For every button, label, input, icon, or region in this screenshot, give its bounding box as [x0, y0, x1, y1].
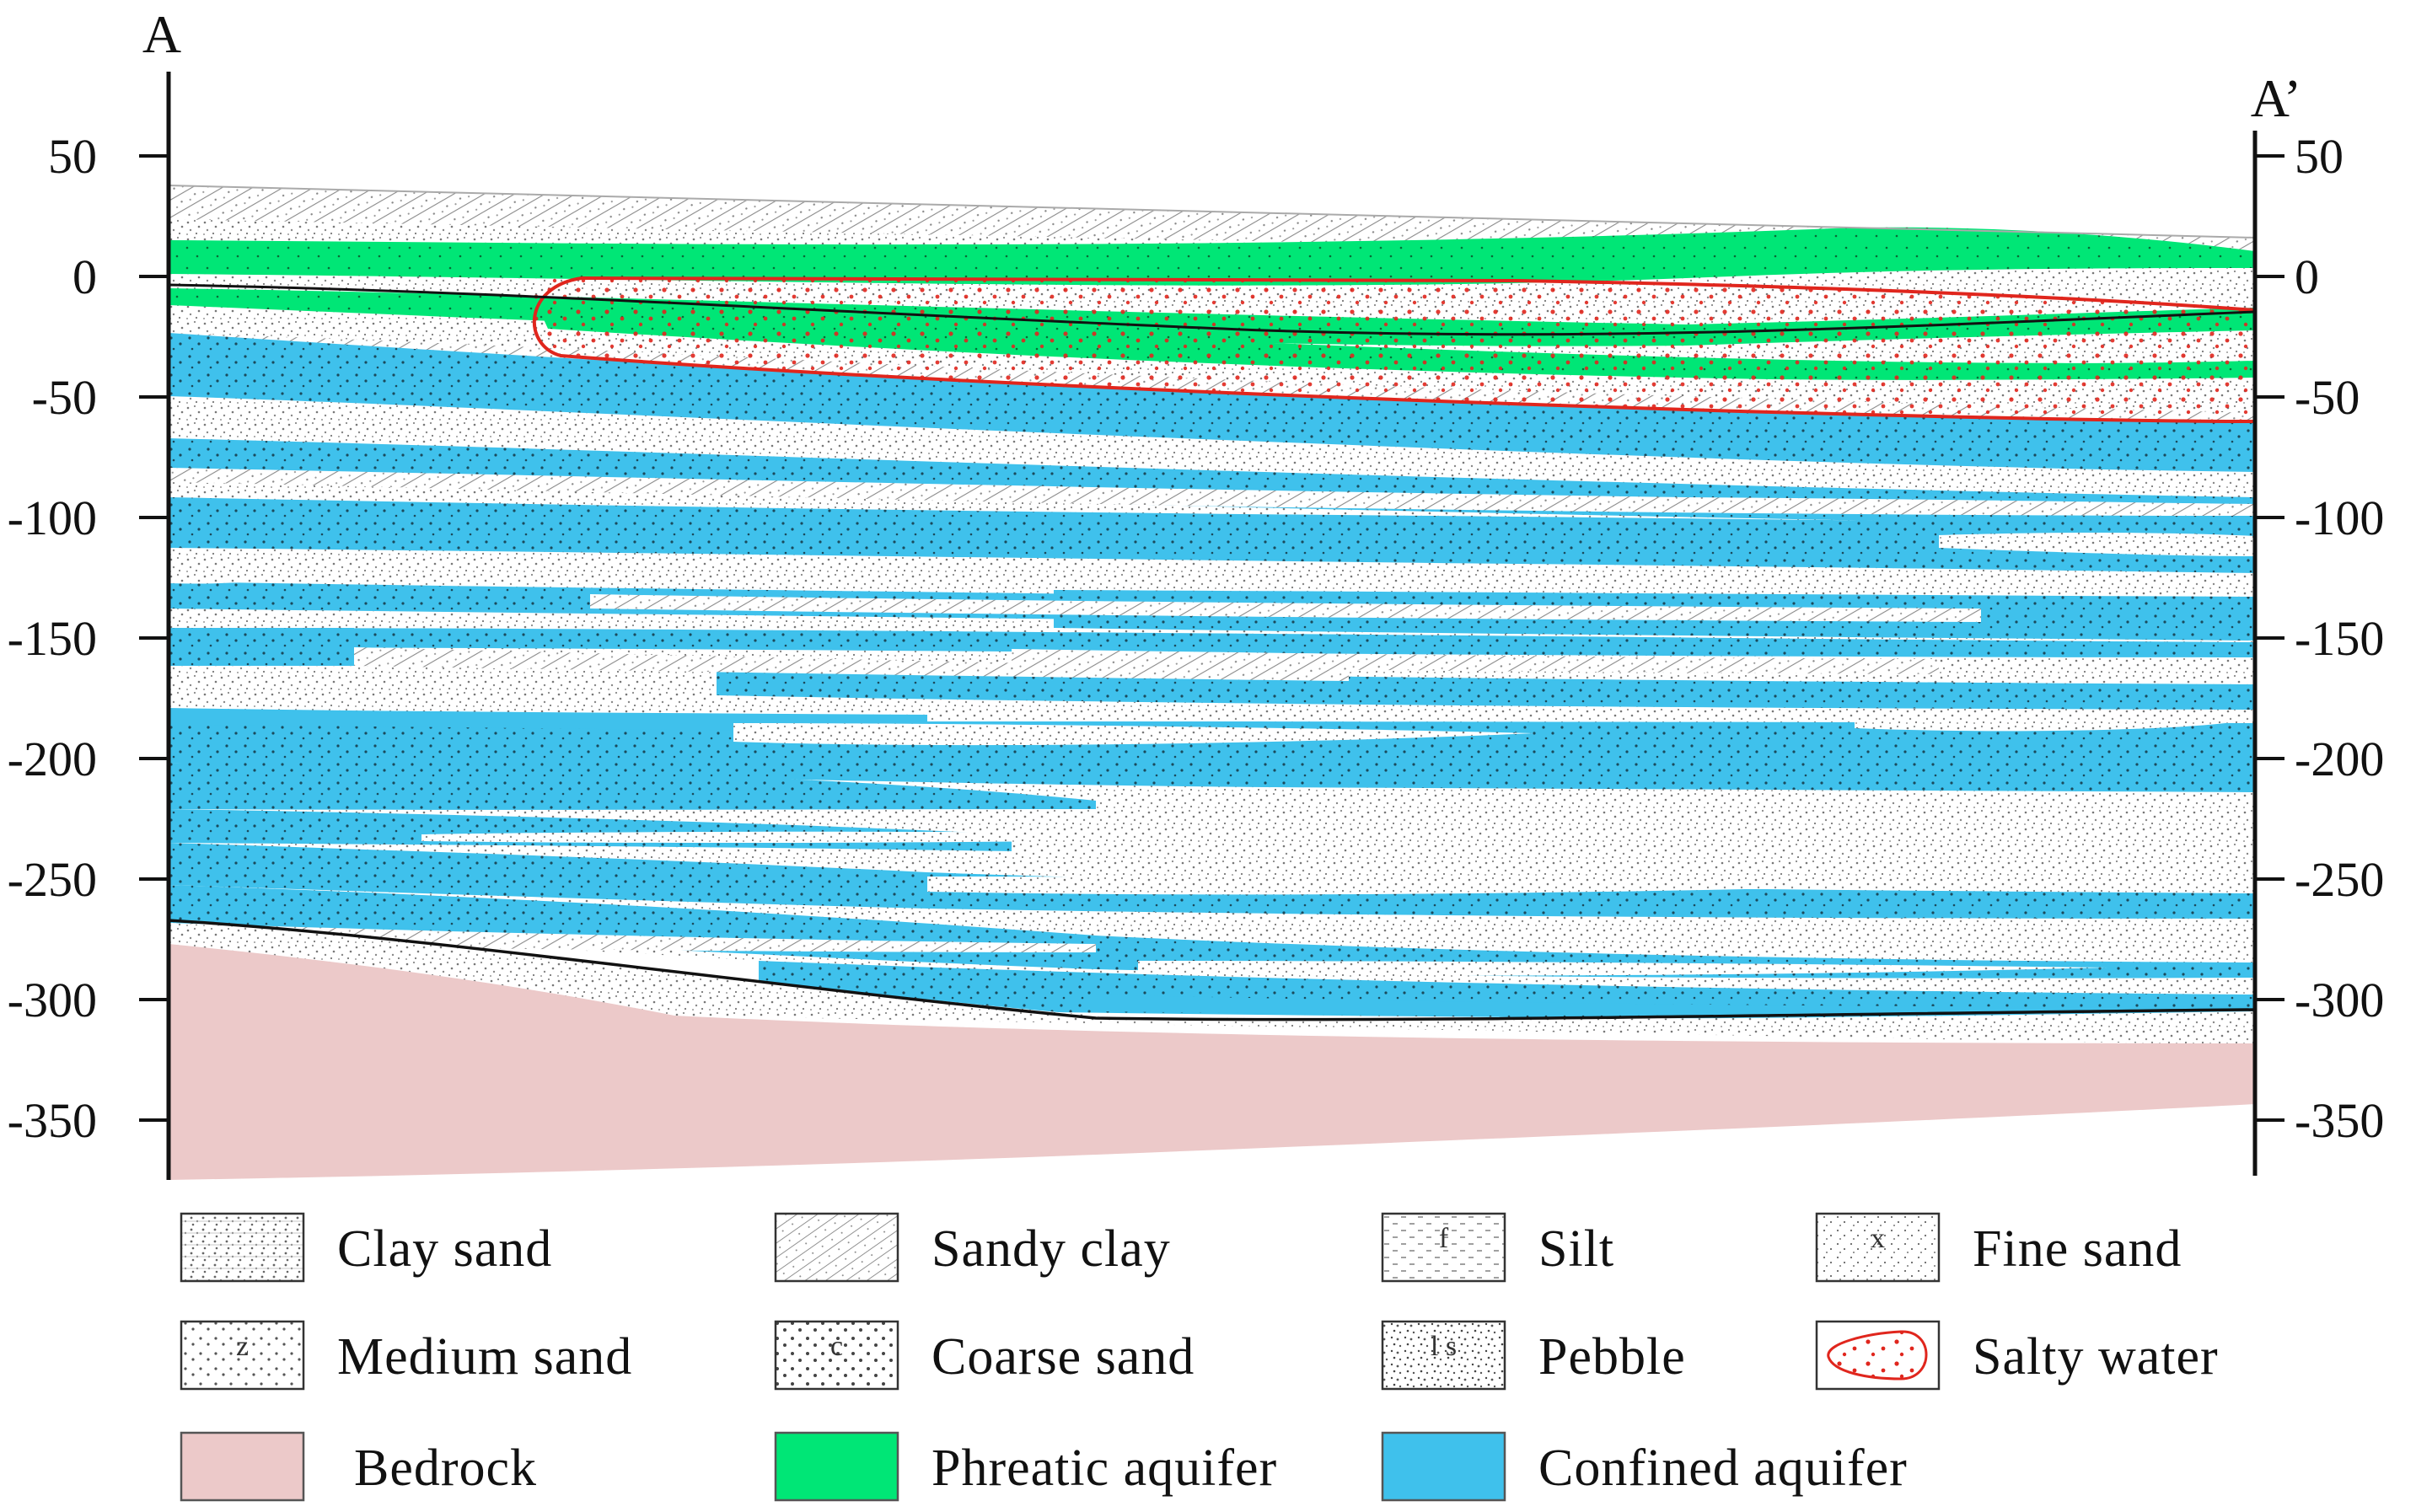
legend-item-pebble: l s Pebble	[1381, 1320, 1686, 1391]
legend-swatch-phreatic-aquifer	[774, 1431, 899, 1502]
legend-label-bedrock: Bedrock	[354, 1440, 537, 1497]
right-tick-label: -350	[2295, 1093, 2384, 1148]
legend-item-clay-sand: Clay sand	[180, 1212, 552, 1283]
legend-label-fine-sand: Fine sand	[1973, 1220, 2182, 1278]
right-tick-label: -150	[2295, 611, 2384, 666]
legend-swatch-confined-aquifer	[1381, 1431, 1506, 1502]
legend-swatch-code: f	[1439, 1223, 1449, 1254]
legend-item-silt: f Silt	[1381, 1212, 1614, 1283]
legend-swatch-code: x	[1871, 1223, 1885, 1254]
section-body	[169, 185, 2255, 1180]
legend-label-medium-sand: Medium sand	[337, 1328, 632, 1386]
left-axis-ticks: 50 0 -50 -100 -150 -200 -250 -300 -350	[8, 129, 169, 1148]
legend-item-phreatic-aquifer: Phreatic aquifer	[774, 1431, 1277, 1502]
legend-swatch-code: l s	[1431, 1331, 1457, 1362]
legend-label-pebble: Pebble	[1538, 1328, 1686, 1386]
legend: Clay sand Sandy clay f Silt x Fine sand z Mediu…	[180, 1212, 2219, 1502]
salty-water-icon	[1827, 1330, 1928, 1381]
legend-swatch-coarse-sand	[774, 1320, 899, 1391]
sand-lenses	[169, 533, 2255, 976]
legend-label-silt: Silt	[1538, 1220, 1614, 1278]
legend-label-salty-water: Salty water	[1973, 1328, 2219, 1386]
legend-swatch-bedrock	[180, 1431, 305, 1502]
legend-item-salty-water: Salty water	[1815, 1320, 2219, 1391]
left-tick-label: -200	[8, 732, 97, 786]
legend-item-confined-aquifer: Confined aquifer	[1381, 1431, 1908, 1502]
right-tick-label: -300	[2295, 973, 2384, 1027]
legend-swatch-pebble	[1381, 1320, 1506, 1391]
right-tick-label: -50	[2295, 370, 2360, 425]
legend-swatch-code: c	[830, 1331, 843, 1362]
right-tick-label: 0	[2295, 249, 2319, 304]
legend-swatch-medium-sand	[180, 1320, 305, 1391]
right-tick-label: -200	[2295, 732, 2384, 786]
salty-water-zone	[530, 276, 2255, 423]
legend-item-bedrock: Bedrock	[180, 1431, 537, 1502]
clay-lenses	[169, 468, 2255, 952]
right-tick-label: -250	[2295, 852, 2384, 907]
legend-item-medium-sand: z Medium sand	[180, 1320, 632, 1391]
section-end-label: A’	[2251, 68, 2301, 128]
legend-label-phreatic-aquifer: Phreatic aquifer	[932, 1440, 1277, 1497]
right-tick-label: -100	[2295, 491, 2384, 545]
legend-label-coarse-sand: Coarse sand	[932, 1328, 1195, 1386]
left-tick-label: -100	[8, 491, 97, 545]
bedrock-zone	[169, 944, 2255, 1180]
section-start-label: A	[142, 4, 181, 64]
right-axis-ticks: 50 0 -50 -100 -150 -200 -250 -300 -350	[2255, 129, 2384, 1148]
legend-swatch-clay-sand	[180, 1212, 305, 1283]
left-tick-label: -50	[32, 370, 97, 425]
legend-swatch-silt	[1381, 1212, 1506, 1283]
basement-boundary-line	[169, 919, 2255, 1021]
legend-label-clay-sand: Clay sand	[337, 1220, 552, 1278]
legend-swatch-sandy-clay	[774, 1212, 899, 1283]
left-tick-label: -250	[8, 852, 97, 907]
ground-surface	[168, 185, 2256, 239]
basal-sediment	[169, 923, 2255, 1045]
left-tick-label: -350	[8, 1093, 97, 1148]
legend-swatch-fine-sand	[1815, 1212, 1941, 1283]
left-tick-label: 0	[72, 249, 97, 304]
left-tick-label: -150	[8, 611, 97, 666]
right-tick-label: 50	[2295, 129, 2344, 184]
legend-item-sandy-clay: Sandy clay	[774, 1212, 1171, 1283]
legend-item-coarse-sand: c Coarse sand	[774, 1320, 1195, 1391]
legend-swatch-code: z	[236, 1331, 249, 1362]
legend-label-sandy-clay: Sandy clay	[932, 1220, 1171, 1278]
left-tick-label: 50	[48, 129, 97, 184]
legend-label-confined-aquifer: Confined aquifer	[1538, 1440, 1908, 1497]
phreatic-boundary-line	[169, 283, 2255, 336]
legend-item-fine-sand: x Fine sand	[1815, 1212, 2182, 1283]
left-tick-label: -300	[8, 973, 97, 1027]
